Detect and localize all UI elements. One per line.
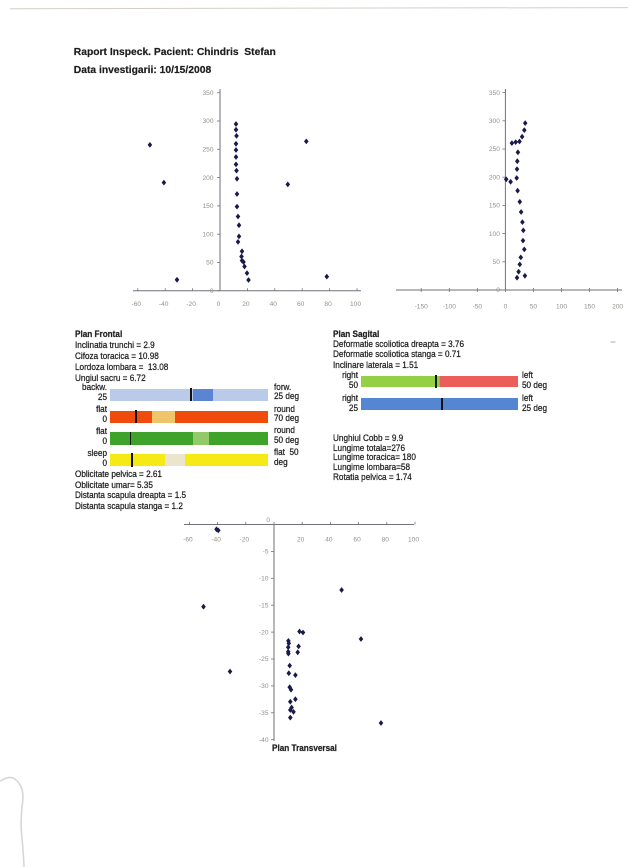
svg-text:20: 20 xyxy=(242,301,250,308)
svg-text:-50: -50 xyxy=(473,303,483,310)
svg-text:0: 0 xyxy=(496,287,500,294)
svg-text:350: 350 xyxy=(489,90,500,97)
svg-text:100: 100 xyxy=(489,231,500,238)
svg-text:100: 100 xyxy=(350,301,361,308)
svg-text:-35: -35 xyxy=(259,710,269,717)
svg-text:-40: -40 xyxy=(259,737,269,744)
svg-text:0: 0 xyxy=(210,288,214,295)
svg-text:100: 100 xyxy=(202,231,213,238)
svg-text:200: 200 xyxy=(202,175,213,182)
svg-text:-20: -20 xyxy=(259,629,269,636)
svg-text:-20: -20 xyxy=(186,301,196,308)
svg-text:300: 300 xyxy=(202,118,213,125)
svg-text:0: 0 xyxy=(266,517,270,524)
svg-text:-40: -40 xyxy=(159,301,169,308)
svg-text:150: 150 xyxy=(489,203,500,210)
svg-text:300: 300 xyxy=(489,118,500,125)
svg-text:200: 200 xyxy=(489,174,500,181)
svg-text:250: 250 xyxy=(202,147,213,154)
svg-text:-5: -5 xyxy=(263,549,269,556)
svg-text:60: 60 xyxy=(297,301,305,308)
svg-text:60: 60 xyxy=(353,537,361,544)
svg-text:40: 40 xyxy=(270,301,278,308)
svg-text:100: 100 xyxy=(556,303,567,310)
svg-text:-60: -60 xyxy=(132,301,142,308)
svg-text:-20: -20 xyxy=(240,537,250,544)
svg-text:50: 50 xyxy=(493,259,501,266)
svg-text:50: 50 xyxy=(206,260,214,267)
svg-text:-10: -10 xyxy=(259,576,269,583)
svg-text:250: 250 xyxy=(489,146,500,153)
svg-text:-30: -30 xyxy=(259,683,269,690)
svg-text:150: 150 xyxy=(202,203,213,210)
svg-text:-25: -25 xyxy=(259,656,269,663)
svg-text:-15: -15 xyxy=(259,602,269,609)
svg-text:200: 200 xyxy=(612,303,623,310)
svg-text:150: 150 xyxy=(584,303,595,310)
svg-text:80: 80 xyxy=(382,537,390,544)
svg-text:350: 350 xyxy=(202,90,213,97)
svg-text:-60: -60 xyxy=(183,537,193,544)
svg-text:20: 20 xyxy=(297,537,305,544)
svg-text:-150: -150 xyxy=(415,303,429,310)
svg-text:-40: -40 xyxy=(211,537,221,544)
svg-text:100: 100 xyxy=(408,537,419,544)
svg-text:-100: -100 xyxy=(443,303,457,310)
svg-text:0: 0 xyxy=(217,301,221,308)
svg-text:50: 50 xyxy=(530,303,538,310)
svg-text:40: 40 xyxy=(325,537,333,544)
svg-text:0: 0 xyxy=(504,303,508,310)
svg-text:80: 80 xyxy=(324,301,332,308)
